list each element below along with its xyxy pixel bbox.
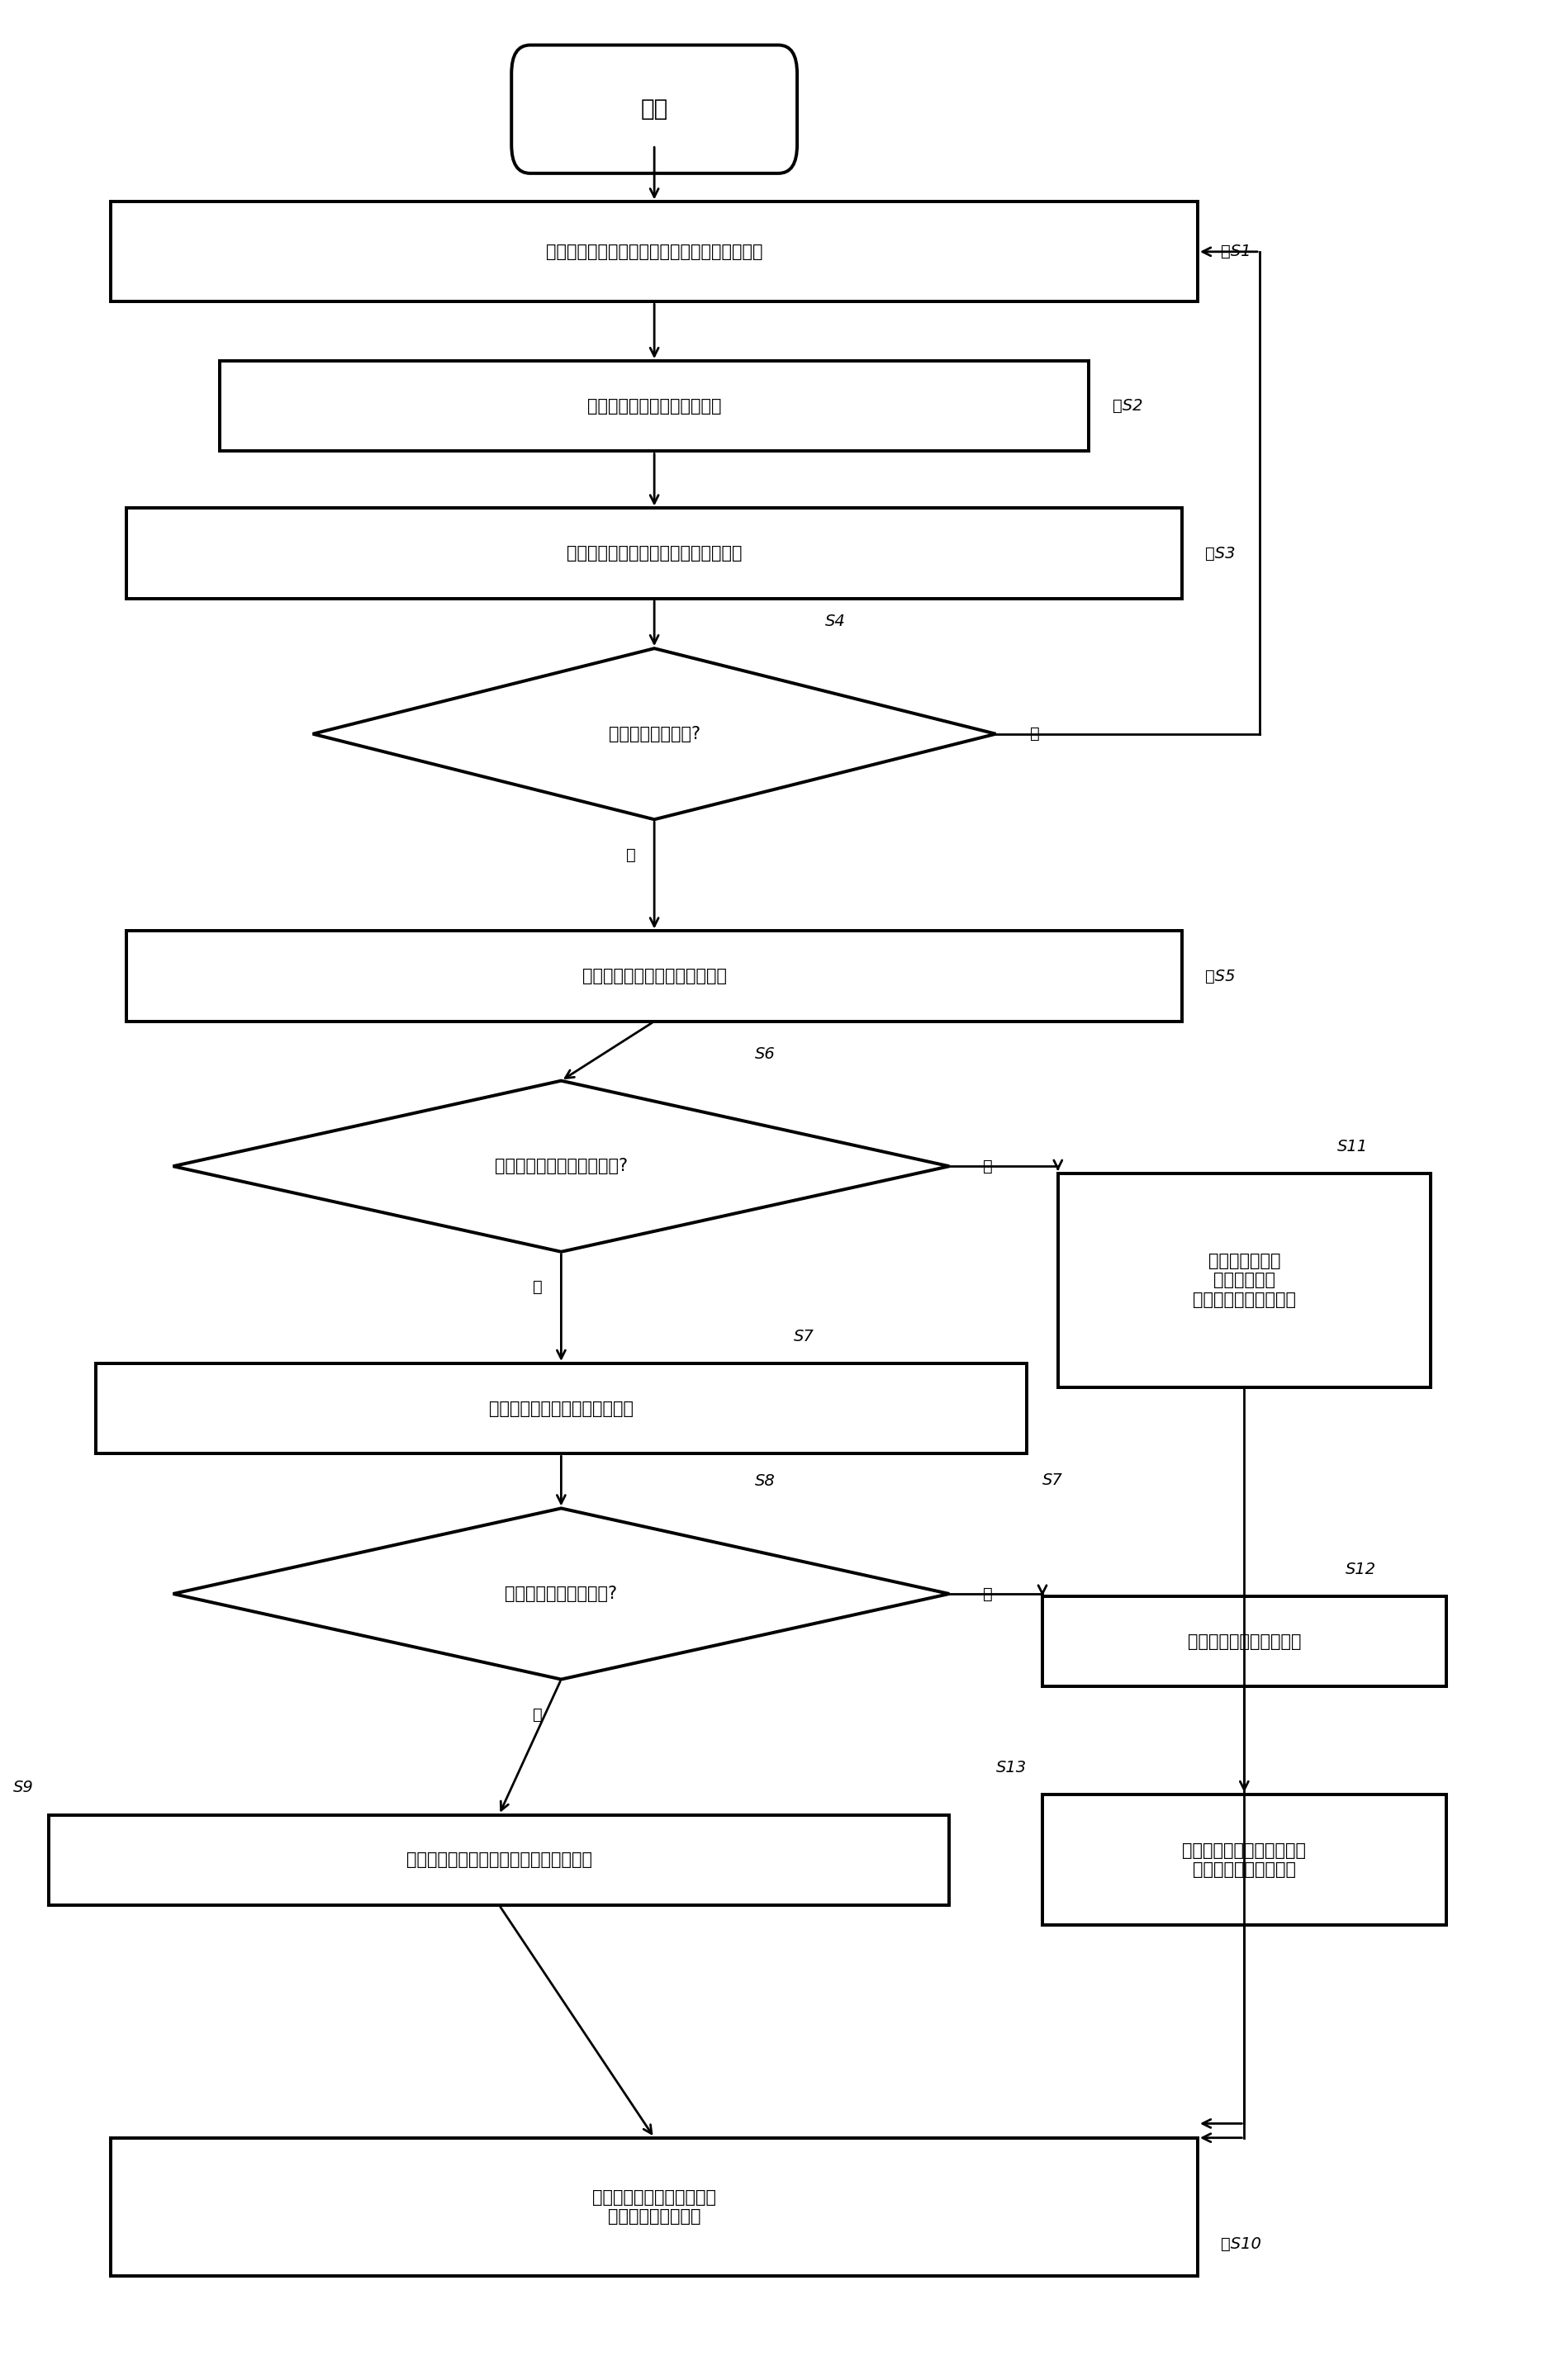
Text: 是: 是 <box>626 847 635 864</box>
Text: S6: S6 <box>755 1047 775 1061</box>
Text: 生成发送数据，并发送特定
字符图案和图像数据: 生成发送数据，并发送特定 字符图案和图像数据 <box>592 2190 716 2225</box>
Text: S11: S11 <box>1337 1138 1369 1154</box>
Bar <box>126 931 1182 1021</box>
Text: 可以识别出特定字符图案吗?: 可以识别出特定字符图案吗? <box>495 1159 627 1173</box>
Bar <box>1042 1597 1446 1687</box>
Bar <box>48 1814 950 1904</box>
Bar <box>1042 1795 1446 1925</box>
Text: S4: S4 <box>825 614 845 628</box>
Text: 对特定字符图案区进行压缩（高压缩率）: 对特定字符图案区进行压缩（高压缩率） <box>406 1852 592 1868</box>
Text: 对图像数据进行数字化并将其存储在帧存储器中: 对图像数据进行数字化并将其存储在帧存储器中 <box>547 243 763 259</box>
Text: S7: S7 <box>1042 1473 1063 1488</box>
Bar <box>126 509 1182 597</box>
Text: ～S5: ～S5 <box>1205 969 1236 983</box>
Text: ～S2: ～S2 <box>1112 397 1143 414</box>
Text: 仅确定可检测字符的数值: 仅确定可检测字符的数值 <box>1188 1633 1302 1649</box>
Text: S9: S9 <box>12 1780 33 1797</box>
Text: 可以识别出车辆吗?: 可以识别出车辆吗? <box>609 726 701 743</box>
Bar <box>220 362 1088 452</box>
Text: 可以确定所有的数值吗?: 可以确定所有的数值吗? <box>504 1585 618 1602</box>
Text: ～S10: ～S10 <box>1221 2237 1261 2251</box>
Bar <box>111 2137 1197 2275</box>
Text: 从差异数据中剪辑出包含有车辆的区域: 从差异数据中剪辑出包含有车辆的区域 <box>567 545 743 562</box>
Text: S12: S12 <box>1345 1561 1376 1578</box>
Text: 是: 是 <box>532 1280 543 1295</box>
Polygon shape <box>313 647 996 819</box>
Text: S8: S8 <box>755 1473 775 1490</box>
Text: S13: S13 <box>996 1759 1028 1775</box>
Text: 开始: 开始 <box>640 98 668 121</box>
FancyBboxPatch shape <box>512 45 797 174</box>
Text: 否: 否 <box>982 1585 993 1602</box>
Text: 否: 否 <box>982 1159 993 1173</box>
Text: 对包含有车辆的
区域进行压缩
（高质量；低压缩率）: 对包含有车辆的 区域进行压缩 （高质量；低压缩率） <box>1193 1252 1295 1307</box>
Text: 通过图案匹配确定该图案的数值: 通过图案匹配确定该图案的数值 <box>489 1399 634 1416</box>
Text: 提取差异数据（车辆的轮廓）: 提取差异数据（车辆的轮廓） <box>587 397 721 414</box>
Text: 对特定字符图案区进行压缩
（高质量；低压缩率）: 对特定字符图案区进行压缩 （高质量；低压缩率） <box>1182 1842 1306 1878</box>
Polygon shape <box>173 1509 950 1680</box>
Text: 是: 是 <box>532 1706 543 1723</box>
Bar <box>1057 1173 1431 1388</box>
Bar <box>95 1364 1028 1454</box>
Bar <box>111 202 1197 302</box>
Text: ～S3: ～S3 <box>1205 545 1236 562</box>
Text: 从剪辑区中提取特定字符图案区: 从剪辑区中提取特定字符图案区 <box>582 969 727 985</box>
Text: ～S1: ～S1 <box>1221 243 1252 259</box>
Text: 否: 否 <box>1029 726 1040 743</box>
Text: S7: S7 <box>794 1328 814 1345</box>
Polygon shape <box>173 1081 950 1252</box>
